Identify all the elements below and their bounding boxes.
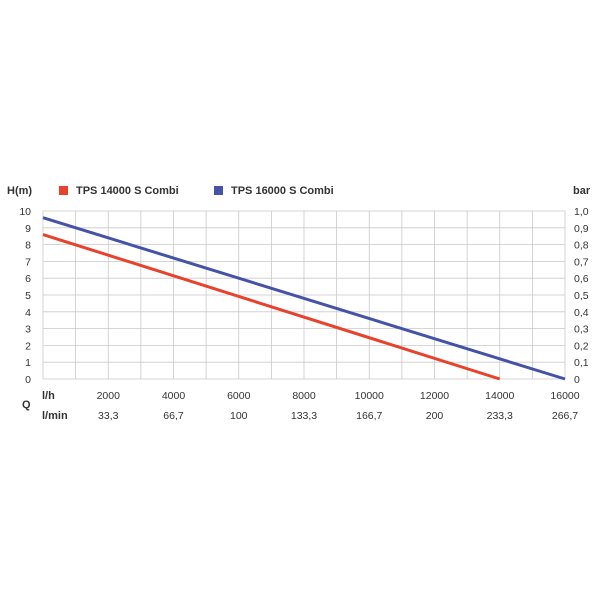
right-tick-label: 0,2: [574, 340, 589, 352]
legend: TPS 14000 S Combi TPS 16000 S Combi: [59, 185, 334, 197]
right-tick-label: 0,7: [574, 256, 589, 268]
left-tick-label: 10: [19, 206, 31, 218]
left-tick-label: 5: [25, 290, 31, 302]
axis-labels: H(m) bar Q l/h l/min: [7, 185, 591, 422]
right-tick-label: 0,8: [574, 240, 589, 252]
x-tick-label-lh: 12000: [420, 390, 449, 402]
series-line-tps-14000: [42, 233, 501, 381]
legend-label-tps-14000: TPS 14000 S Combi: [76, 185, 179, 197]
x-tick-label-lh: 4000: [162, 390, 186, 402]
right-tick-label: 0: [574, 374, 580, 386]
series-line-tps-16000: [42, 216, 566, 381]
x-tick-label-lmin: 66,7: [163, 410, 184, 422]
right-tick-label: 0,3: [574, 324, 589, 336]
series-lines: [42, 216, 566, 381]
x-tick-label-lmin: 100: [230, 410, 248, 422]
x-tick-label-lh: 6000: [227, 390, 251, 402]
x-tick-label-lmin: 133,3: [291, 410, 317, 422]
x-tick-label-lmin: 166,7: [356, 410, 382, 422]
left-tick-label: 4: [25, 307, 31, 319]
right-axis-unit: bar: [573, 185, 591, 197]
legend-swatch-tps-16000: [214, 186, 223, 195]
left-tick-label: 7: [25, 256, 31, 268]
right-tick-label: 1,0: [574, 206, 589, 218]
right-tick-label: 0,9: [574, 223, 589, 235]
left-tick-label: 9: [25, 223, 31, 235]
left-tick-label: 2: [25, 340, 31, 352]
left-tick-label: 1: [25, 357, 31, 369]
x-tick-label-lh: 8000: [292, 390, 316, 402]
right-tick-label: 0,4: [574, 307, 589, 319]
left-tick-label: 8: [25, 240, 31, 252]
right-tick-label: 0,1: [574, 357, 589, 369]
x-tick-label-lmin: 33,3: [98, 410, 119, 422]
x-row1-unit: l/h: [42, 390, 55, 402]
q-symbol: Q: [22, 399, 31, 411]
left-tick-label: 6: [25, 273, 31, 285]
x-tick-label-lmin: 200: [426, 410, 444, 422]
left-axis-unit: H(m): [7, 185, 32, 197]
x-tick-label-lh: 2000: [97, 390, 121, 402]
x-tick-label-lmin: 266,7: [552, 410, 578, 422]
left-tick-label: 0: [25, 374, 31, 386]
x-row2-unit: l/min: [42, 410, 68, 422]
x-tick-label-lh: 10000: [355, 390, 384, 402]
legend-label-tps-16000: TPS 16000 S Combi: [231, 185, 334, 197]
legend-swatch-tps-14000: [59, 186, 68, 195]
x-tick-label-lh: 14000: [485, 390, 514, 402]
tick-labels: 0 0 1 0,1 2 0,2 3 0,3 4 0,4 5 0,5 6 0,6 7 0,7 8 0,8 9 0,9 10…: [19, 206, 588, 422]
right-tick-label: 0,5: [574, 290, 589, 302]
grid: [42, 210, 566, 380]
left-tick-label: 3: [25, 324, 31, 336]
x-tick-label-lh: 16000: [550, 390, 579, 402]
x-tick-label-lmin: 233,3: [487, 410, 513, 422]
right-tick-label: 0,6: [574, 273, 589, 285]
